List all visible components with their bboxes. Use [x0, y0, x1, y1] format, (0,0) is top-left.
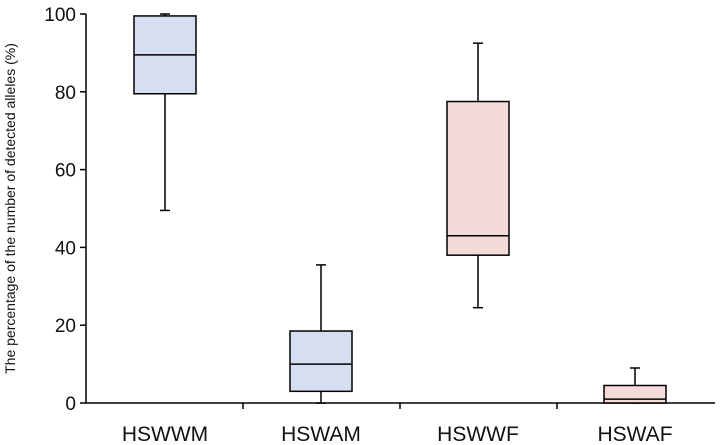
x-tick-label-hswaf: HSWAF [597, 423, 672, 445]
iqr-box [289, 330, 353, 393]
iqr-box [603, 384, 667, 404]
box-hswaf [603, 367, 667, 404]
x-tick-labels: HSWWM HSWAM HSWWF HSWAF [122, 423, 673, 445]
x-tick-label-hswwf: HSWWF [437, 423, 519, 445]
boxes [133, 13, 667, 404]
y-tick-label: 60 [55, 161, 76, 182]
iqr-box [446, 100, 510, 256]
box-hswwm [133, 13, 197, 212]
y-tick-label: 80 [55, 83, 76, 104]
y-tick-label: 100 [44, 5, 76, 26]
box-hswam [289, 264, 353, 404]
y-axis-title: The percentage of the number of detected… [2, 43, 18, 374]
y-tick-label: 20 [55, 316, 76, 337]
x-tick-label-hswam: HSWAM [281, 423, 361, 445]
y-tick-label: 40 [55, 238, 76, 259]
box-hswwf [446, 42, 510, 309]
y-ticks: 0 20 40 60 80 100 [44, 5, 558, 415]
y-tick-label: 0 [65, 394, 76, 415]
x-tick-label-hswwm: HSWWM [122, 423, 208, 445]
